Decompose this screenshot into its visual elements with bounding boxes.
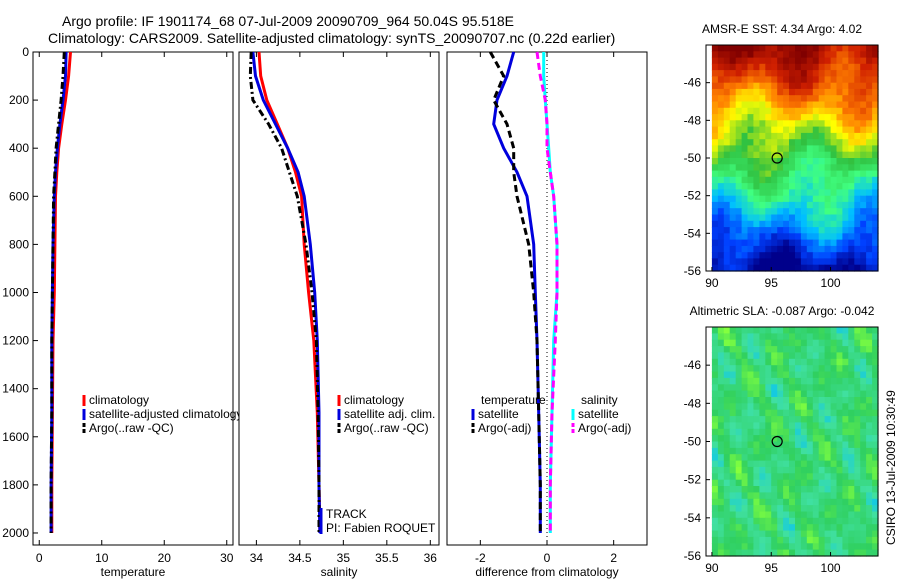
difference-plot-area (488, 51, 559, 533)
x-tick-label: 30 (220, 551, 234, 565)
y-tick-label: -48 (684, 113, 702, 127)
difference-legend-temp_argo-label: Argo(-adj) (478, 421, 531, 435)
salinity-legend-argo-label: Argo(..raw -QC) (344, 421, 429, 435)
difference-legend-title-salinity: salinity (581, 393, 618, 407)
salinity-series-argo (248, 51, 321, 533)
y-tick-label: -56 (684, 549, 702, 563)
sst_map-argo-location-marker (771, 152, 783, 164)
difference-series-temp_argo (488, 51, 542, 533)
difference-legend-title-temperature: temperature (481, 393, 546, 407)
x-tick-label: 100 (821, 561, 841, 575)
x-tick-label: 36 (424, 551, 438, 565)
salinity-legend-satellite-label: satellite adj. clim. (344, 407, 435, 421)
y-tick-label: 2000 (2, 526, 29, 540)
x-tick-label: 90 (705, 276, 719, 290)
y-tick-label: 1600 (2, 430, 29, 444)
y-tick-label: -52 (684, 473, 702, 487)
sla_map-title: Altimetric SLA: -0.087 Argo: -0.042 (690, 304, 875, 318)
y-tick-label: -54 (684, 226, 702, 240)
salinity-series-climatology (257, 51, 322, 534)
y-tick-label: 1400 (2, 382, 29, 396)
y-tick-label: -54 (684, 511, 702, 525)
y-tick-label: 1800 (2, 478, 29, 492)
temperature-axes-box (32, 51, 234, 546)
header-line-2: Climatology: CARS2009. Satellite-adjuste… (48, 30, 616, 46)
x-tick-label: 34.5 (288, 551, 312, 565)
y-tick-label: -50 (684, 435, 702, 449)
temperature-legend-climatology-label: climatology (89, 393, 149, 407)
sst_map-panel: 90 95 100 -46 -48 -50 -52 -54 -56 AMSR-E SST: 4.3… (684, 22, 879, 290)
temperature-plot-area (49, 51, 72, 533)
difference-legend-temp_sat-label: satellite (478, 407, 519, 421)
x-tick-label: 95 (765, 276, 779, 290)
difference-series-sal_argo (535, 51, 559, 533)
y-tick-label: 0 (22, 45, 29, 59)
salinity-plot-area (248, 51, 322, 534)
sst_map-title: AMSR-E SST: 4.34 Argo: 4.02 (702, 22, 862, 36)
y-tick-label: -48 (684, 396, 702, 410)
difference-legend-sal_sat-label: satellite (578, 407, 619, 421)
x-tick-label: 0 (36, 551, 43, 565)
y-tick-label: 800 (9, 237, 29, 251)
x-tick-label: 95 (765, 561, 779, 575)
y-tick-label: 400 (9, 141, 29, 155)
temperature-legend-argo-label: Argo(..raw -QC) (89, 421, 174, 435)
y-tick-label: -46 (684, 358, 702, 372)
y-tick-label: 1000 (2, 285, 29, 299)
x-tick-label: 35 (337, 551, 351, 565)
x-tick-label: 34 (250, 551, 264, 565)
y-tick-label: 200 (9, 93, 29, 107)
x-tick-label: 20 (158, 551, 172, 565)
difference-legend: temperaturesatelliteArgo(-adj)salinitysa… (471, 393, 631, 435)
sla_map-image (711, 327, 879, 557)
y-tick-label: 1200 (2, 334, 29, 348)
x-tick-label: 35.5 (375, 551, 399, 565)
header-line-1: Argo profile: IF 1901174_68 07-Jul-2009 … (62, 13, 514, 29)
y-tick-label: -50 (684, 151, 702, 165)
x-tick-label: 100 (821, 276, 841, 290)
y-tick-label: 600 (9, 189, 29, 203)
temperature-x-axis-label: temperature (101, 565, 166, 579)
salinity-axes-box (238, 51, 440, 546)
sla_map-panel: 90 95 100 -46 -48 -50 -52 -54 -56 Altimetric SLA:… (684, 304, 879, 575)
salinity-series-satellite (251, 51, 322, 534)
salinity-legend-climatology-label: climatology (344, 393, 404, 407)
salinity-panel: 34 34.5 35 35.5 36 salinity climatologysatelli… (238, 51, 440, 579)
x-tick-label: 10 (95, 551, 109, 565)
pi-label: PI: Fabien ROQUET (326, 521, 436, 535)
temperature-series-argo (49, 51, 66, 533)
profile-plot-layer: 0 10 20 30020040060080010001200140016001800… (2, 45, 648, 579)
difference-series-temp_sat (492, 51, 542, 533)
difference-x-axis-label: difference from climatology (475, 565, 618, 579)
difference-legend-sal_argo-label: Argo(-adj) (578, 421, 631, 435)
credit-label: CSIRO 13-Jul-2009 10:30:49 (884, 390, 898, 545)
track-label: TRACK (326, 507, 367, 521)
x-tick-label: 0 (544, 551, 551, 565)
temperature-panel: 0 10 20 30 0 200 400 600 800 1000 1200 1400 1600 1800… (2, 45, 242, 579)
y-tick-label: -52 (684, 189, 702, 203)
sla_map-argo-location-marker (771, 435, 783, 448)
x-tick-label: -2 (475, 551, 486, 565)
x-tick-label: 2 (610, 551, 617, 565)
x-tick-label: 90 (705, 561, 719, 575)
map-layer: 90 95 100 -46 -48 -50 -52 -54 -56 AMSR-E SST: 4.3… (684, 22, 879, 575)
y-tick-label: -46 (684, 76, 702, 90)
y-tick-label: -56 (684, 264, 702, 278)
temperature-legend-satellite-label: satellite-adjusted climatology (89, 407, 242, 421)
sst_map-image (711, 45, 879, 272)
salinity-x-axis-label: salinity (321, 565, 358, 579)
